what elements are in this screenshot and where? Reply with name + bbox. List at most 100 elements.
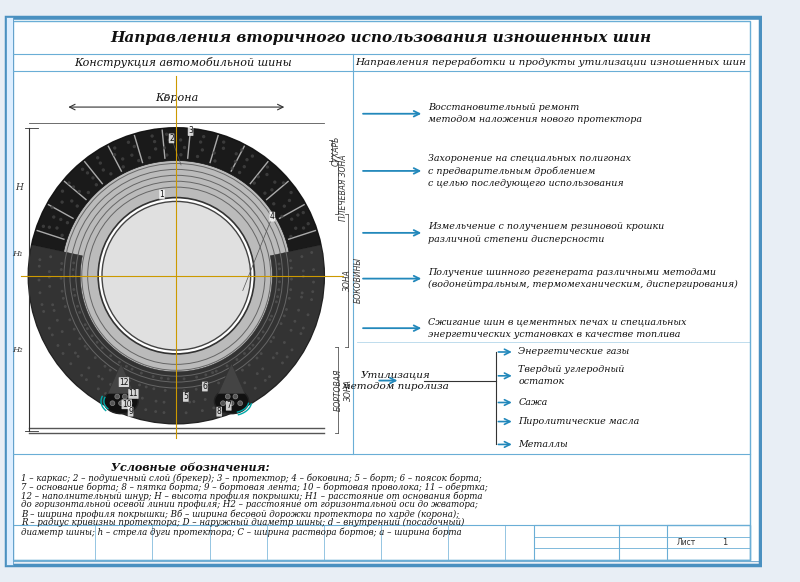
Ellipse shape [250, 154, 254, 158]
Ellipse shape [188, 133, 191, 136]
Text: Энергетические газы: Энергетические газы [518, 347, 630, 357]
Ellipse shape [188, 400, 191, 403]
Ellipse shape [272, 356, 274, 359]
Ellipse shape [78, 190, 81, 193]
Ellipse shape [51, 303, 54, 306]
Ellipse shape [103, 365, 106, 368]
Text: 11: 11 [129, 389, 138, 399]
Ellipse shape [141, 397, 144, 400]
Ellipse shape [226, 364, 229, 367]
Ellipse shape [290, 218, 294, 221]
Ellipse shape [217, 394, 220, 397]
Ellipse shape [38, 292, 42, 294]
Bar [14, 526, 750, 560]
Ellipse shape [283, 341, 286, 344]
Ellipse shape [226, 394, 230, 399]
Ellipse shape [179, 139, 182, 141]
Ellipse shape [86, 191, 90, 194]
Ellipse shape [257, 175, 260, 179]
Ellipse shape [283, 314, 286, 317]
Ellipse shape [57, 344, 59, 347]
Ellipse shape [296, 214, 299, 217]
Text: Металлы: Металлы [518, 440, 568, 449]
Ellipse shape [270, 340, 272, 343]
Text: B – ширина профиля покрышки; Вб – ширина бесовой дорожки протектора по харде (ко: B – ширина профиля покрышки; Вб – ширина… [21, 509, 459, 519]
Bar [21, 73, 353, 452]
Ellipse shape [42, 310, 45, 313]
Text: H₂: H₂ [12, 346, 23, 354]
Ellipse shape [312, 268, 315, 271]
Ellipse shape [278, 262, 281, 265]
Ellipse shape [67, 182, 70, 184]
Ellipse shape [269, 318, 271, 321]
Ellipse shape [290, 191, 293, 194]
Ellipse shape [229, 401, 234, 406]
Ellipse shape [234, 399, 237, 402]
Ellipse shape [311, 290, 314, 293]
Ellipse shape [77, 355, 79, 358]
Ellipse shape [154, 410, 157, 413]
Ellipse shape [201, 148, 204, 151]
Ellipse shape [91, 176, 94, 180]
Ellipse shape [56, 319, 58, 322]
Ellipse shape [166, 153, 169, 157]
Ellipse shape [165, 133, 168, 136]
Ellipse shape [102, 168, 105, 172]
Ellipse shape [61, 190, 64, 193]
Ellipse shape [126, 141, 130, 144]
Polygon shape [32, 128, 321, 252]
Ellipse shape [125, 365, 128, 368]
Ellipse shape [272, 202, 275, 205]
Ellipse shape [101, 378, 104, 381]
Ellipse shape [52, 215, 55, 219]
Text: Пиролитические масла: Пиролитические масла [518, 417, 640, 426]
Ellipse shape [150, 134, 154, 138]
Ellipse shape [131, 393, 134, 396]
Ellipse shape [60, 277, 62, 280]
Text: диаметр шины; h – стрела дуги протектора; С – ширина раствора бортов; а – ширина: диаметр шины; h – стрела дуги протектора… [21, 527, 462, 537]
Ellipse shape [268, 375, 271, 378]
Ellipse shape [230, 166, 234, 170]
Ellipse shape [60, 262, 63, 265]
Ellipse shape [137, 159, 141, 162]
Ellipse shape [72, 288, 75, 291]
Text: 4: 4 [270, 212, 274, 221]
Ellipse shape [62, 297, 65, 300]
Ellipse shape [78, 311, 81, 314]
Ellipse shape [41, 303, 43, 306]
Ellipse shape [251, 344, 254, 347]
Ellipse shape [278, 281, 281, 283]
Ellipse shape [222, 140, 226, 144]
Ellipse shape [127, 401, 132, 406]
Ellipse shape [288, 297, 290, 300]
Ellipse shape [275, 352, 278, 355]
Ellipse shape [118, 401, 123, 406]
Text: 3: 3 [188, 126, 193, 136]
Ellipse shape [215, 370, 218, 372]
Ellipse shape [214, 159, 217, 162]
Ellipse shape [154, 400, 158, 403]
Ellipse shape [68, 343, 71, 346]
Text: СУХАРЬ: СУХАРЬ [332, 136, 341, 166]
Ellipse shape [217, 381, 220, 384]
Ellipse shape [281, 361, 284, 364]
Ellipse shape [213, 151, 216, 155]
Ellipse shape [288, 199, 291, 202]
Ellipse shape [225, 378, 227, 381]
Ellipse shape [86, 347, 89, 350]
Text: 9: 9 [128, 407, 133, 416]
Text: Направления переработки и продукты утилизации изношенных шин: Направления переработки и продукты утили… [355, 58, 746, 67]
Ellipse shape [64, 305, 66, 308]
Ellipse shape [153, 388, 155, 390]
Ellipse shape [254, 387, 257, 389]
Ellipse shape [221, 404, 224, 407]
Text: 1: 1 [722, 538, 727, 547]
Ellipse shape [72, 185, 75, 189]
Ellipse shape [238, 401, 242, 406]
Ellipse shape [222, 147, 225, 150]
Ellipse shape [71, 275, 74, 278]
Ellipse shape [278, 288, 280, 291]
Ellipse shape [69, 318, 71, 321]
Ellipse shape [233, 394, 238, 399]
Ellipse shape [306, 313, 310, 316]
